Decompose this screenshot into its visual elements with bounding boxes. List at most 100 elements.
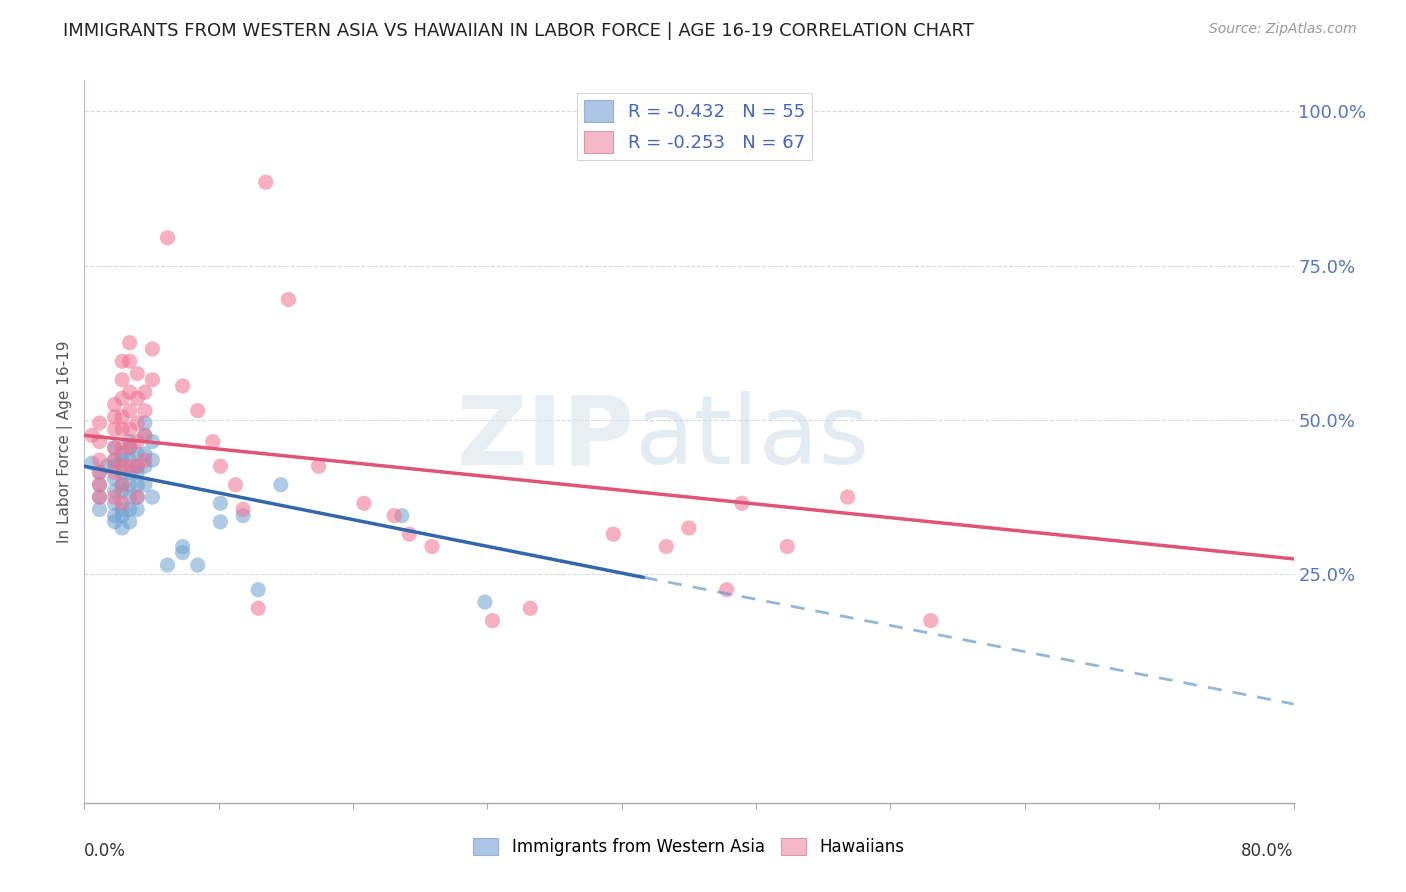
Point xyxy=(118,502,141,516)
Point xyxy=(89,453,111,467)
Point xyxy=(602,527,624,541)
Point xyxy=(141,342,163,356)
Point xyxy=(104,409,127,424)
Point xyxy=(127,459,149,474)
Point xyxy=(209,459,232,474)
Point xyxy=(104,472,127,486)
Point xyxy=(89,490,111,504)
Point xyxy=(141,453,163,467)
Point xyxy=(655,540,678,554)
Point xyxy=(111,453,134,467)
Point xyxy=(382,508,405,523)
Point xyxy=(104,508,127,523)
Point xyxy=(118,354,141,368)
Point xyxy=(776,540,799,554)
Point xyxy=(519,601,541,615)
Text: 80.0%: 80.0% xyxy=(1241,842,1294,860)
Point xyxy=(111,496,134,510)
Point xyxy=(111,508,134,523)
Point xyxy=(127,367,149,381)
Point xyxy=(920,614,942,628)
Point xyxy=(232,508,254,523)
Text: 0.0%: 0.0% xyxy=(84,842,127,860)
Point xyxy=(277,293,299,307)
Point xyxy=(398,527,420,541)
Point xyxy=(127,434,149,449)
Point xyxy=(127,477,149,491)
Point xyxy=(104,397,127,411)
Point xyxy=(716,582,738,597)
Point xyxy=(134,459,156,474)
Point xyxy=(118,459,141,474)
Point xyxy=(104,441,127,455)
Point xyxy=(111,466,134,480)
Point xyxy=(118,466,141,480)
Point xyxy=(172,540,194,554)
Point xyxy=(127,466,149,480)
Point xyxy=(96,459,118,474)
Point xyxy=(134,453,156,467)
Point xyxy=(474,595,496,609)
Point xyxy=(89,502,111,516)
Point xyxy=(127,392,149,406)
Point xyxy=(111,422,134,436)
Text: atlas: atlas xyxy=(634,392,870,484)
Point xyxy=(111,483,134,498)
Text: Source: ZipAtlas.com: Source: ZipAtlas.com xyxy=(1209,22,1357,37)
Point xyxy=(111,392,134,406)
Point xyxy=(80,456,103,470)
Point xyxy=(111,521,134,535)
Point xyxy=(127,502,149,516)
Point xyxy=(104,466,127,480)
Point xyxy=(308,459,330,474)
Point xyxy=(118,441,141,455)
Point xyxy=(118,515,141,529)
Point xyxy=(481,614,503,628)
Point xyxy=(353,496,375,510)
Point xyxy=(134,428,156,442)
Point xyxy=(111,477,134,491)
Point xyxy=(118,403,141,417)
Text: ZIP: ZIP xyxy=(457,392,634,484)
Point xyxy=(89,416,111,430)
Point xyxy=(104,483,127,498)
Point xyxy=(89,490,111,504)
Point xyxy=(731,496,754,510)
Point xyxy=(187,558,209,572)
Point xyxy=(111,354,134,368)
Point xyxy=(111,459,134,474)
Point xyxy=(111,409,134,424)
Point xyxy=(104,496,127,510)
Point xyxy=(156,558,179,572)
Point xyxy=(247,582,270,597)
Point xyxy=(134,416,156,430)
Point xyxy=(111,441,134,455)
Point xyxy=(134,385,156,400)
Point xyxy=(104,459,127,474)
Point xyxy=(111,502,134,516)
Point xyxy=(156,231,179,245)
Point xyxy=(89,466,111,480)
Point xyxy=(118,335,141,350)
Point xyxy=(89,466,111,480)
Point xyxy=(104,422,127,436)
Point xyxy=(111,373,134,387)
Point xyxy=(270,477,292,491)
Point xyxy=(104,515,127,529)
Point xyxy=(837,490,859,504)
Point xyxy=(89,477,111,491)
Point xyxy=(118,441,141,455)
Point xyxy=(141,490,163,504)
Point xyxy=(134,403,156,417)
Point xyxy=(89,434,111,449)
Point xyxy=(104,441,127,455)
Point xyxy=(678,521,700,535)
Point xyxy=(118,490,141,504)
Text: IMMIGRANTS FROM WESTERN ASIA VS HAWAIIAN IN LABOR FORCE | AGE 16-19 CORRELATION : IMMIGRANTS FROM WESTERN ASIA VS HAWAIIAN… xyxy=(63,22,974,40)
Point xyxy=(391,508,413,523)
Point xyxy=(104,453,127,467)
Point xyxy=(127,447,149,461)
Point xyxy=(104,490,127,504)
Point xyxy=(127,490,149,504)
Point xyxy=(187,403,209,417)
